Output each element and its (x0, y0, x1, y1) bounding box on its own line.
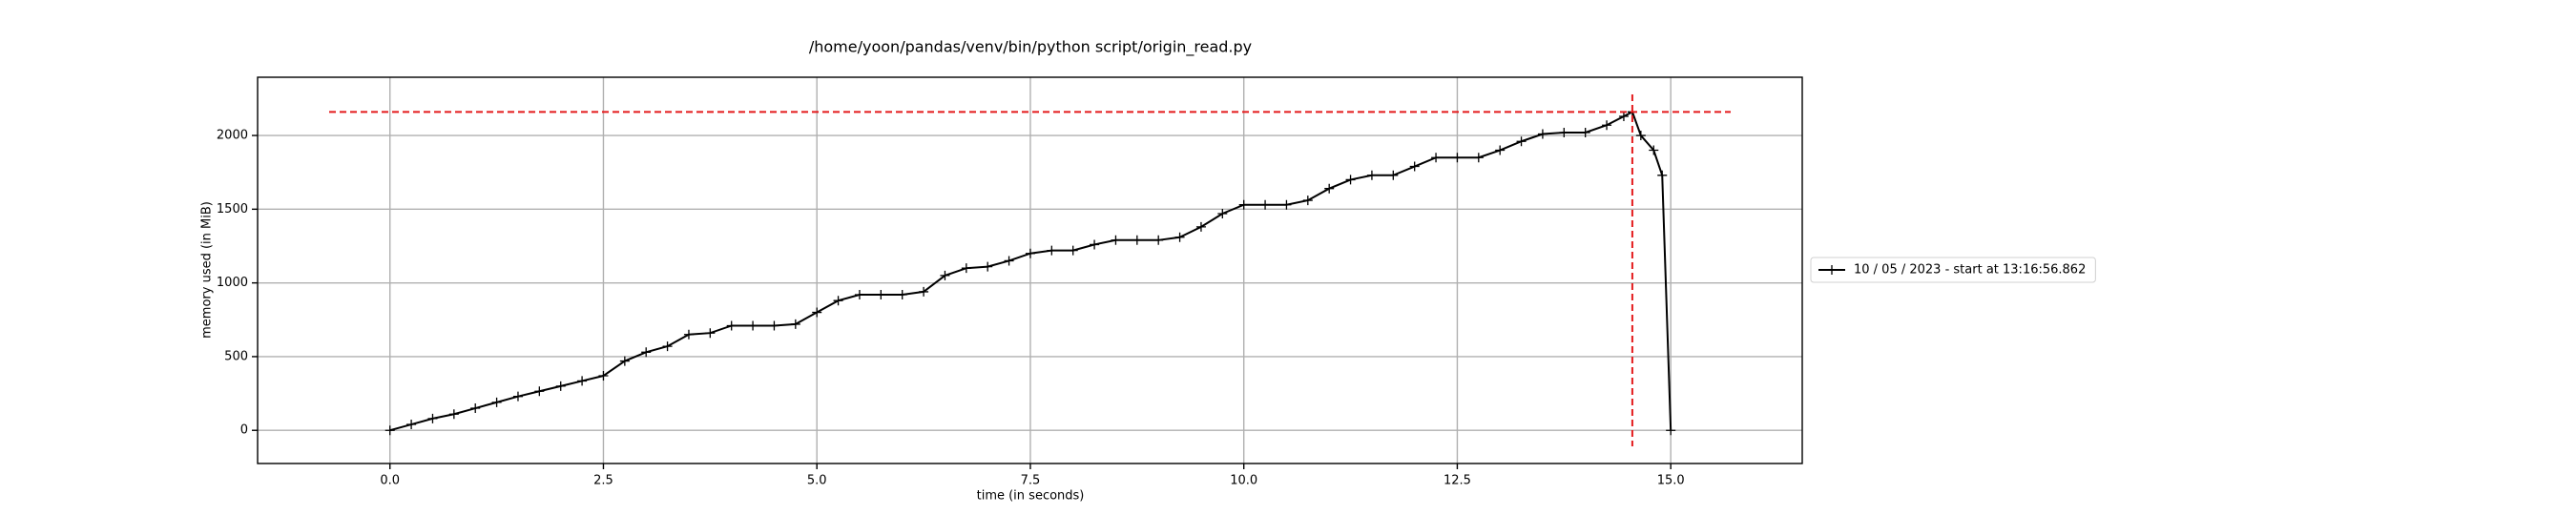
marker (1195, 221, 1206, 232)
marker (470, 403, 481, 414)
x-tick-label: 5.0 (807, 474, 827, 488)
marker (1409, 161, 1420, 172)
x-axis-label: time (in seconds) (977, 489, 1085, 504)
marker (1602, 120, 1612, 131)
marker (812, 307, 822, 318)
marker (662, 341, 673, 352)
marker (1580, 127, 1590, 137)
marker (790, 319, 800, 329)
marker (726, 320, 737, 331)
marker (1153, 235, 1164, 245)
legend-label: 10 / 05 / 2023 - start at 13:16:56.862 (1854, 263, 2086, 278)
marker (683, 329, 694, 340)
x-tick-label: 0.0 (380, 474, 400, 488)
marker (619, 356, 630, 366)
marker (1431, 153, 1442, 163)
x-tick-label: 2.5 (593, 474, 613, 488)
marker (1388, 170, 1399, 180)
marker (1657, 170, 1668, 180)
marker (876, 290, 886, 300)
marker (406, 420, 417, 430)
marker (961, 263, 971, 274)
marker (1366, 170, 1377, 180)
marker (1302, 196, 1313, 206)
plot-frame (257, 76, 1803, 464)
marker (384, 425, 395, 436)
marker (1649, 145, 1659, 155)
y-tick-label: 0 (240, 423, 248, 438)
marker (897, 290, 907, 300)
legend-box (1810, 257, 2096, 283)
marker (1025, 248, 1035, 258)
marker (1324, 183, 1335, 194)
marker (1495, 145, 1506, 155)
marker (769, 320, 779, 331)
marker (1618, 111, 1629, 121)
marker (1281, 199, 1292, 210)
y-tick-label: 1000 (217, 276, 248, 290)
marker (940, 270, 950, 280)
marker (1666, 425, 1676, 436)
marker (1047, 245, 1057, 256)
x-tick-label: 12.5 (1444, 474, 1471, 488)
chart-title: /home/yoon/pandas/venv/bin/python script… (809, 38, 1252, 57)
x-tick-label: 7.5 (1021, 474, 1041, 488)
marker (705, 328, 716, 339)
y-axis-label: memory used (in MiB) (200, 201, 215, 339)
marker (1473, 153, 1484, 163)
marker (1111, 235, 1121, 245)
x-tick-label: 10.0 (1230, 474, 1257, 488)
marker (1452, 153, 1463, 163)
marker (1537, 129, 1548, 139)
marker (1132, 235, 1142, 245)
marker (1635, 131, 1646, 141)
marker (1217, 208, 1228, 218)
y-tick-label: 2000 (217, 129, 248, 143)
marker (598, 371, 609, 381)
y-tick-label: 500 (224, 349, 248, 363)
marker (748, 320, 758, 331)
marker (983, 261, 993, 272)
marker (1068, 245, 1078, 256)
marker (555, 381, 566, 391)
x-tick-label: 15.0 (1657, 474, 1685, 488)
y-tick-label: 1500 (217, 202, 248, 216)
marker (1559, 127, 1569, 137)
marker (833, 296, 843, 306)
marker (1090, 239, 1100, 250)
marker (1260, 199, 1271, 210)
marker (641, 347, 652, 358)
marker (1827, 265, 1837, 275)
marker (534, 386, 545, 397)
legend: 10 / 05 / 2023 - start at 13:16:56.862 (1810, 257, 2096, 283)
marker (577, 376, 588, 386)
data-line (389, 110, 1672, 432)
marker (919, 286, 929, 297)
marker (427, 413, 438, 423)
marker (512, 391, 523, 402)
marker (1174, 232, 1185, 242)
marker (491, 397, 502, 407)
marker (854, 290, 864, 300)
marker (448, 409, 459, 420)
marker (1516, 136, 1527, 147)
marker (1345, 175, 1356, 185)
marker (1004, 256, 1014, 266)
marker (1238, 199, 1249, 210)
